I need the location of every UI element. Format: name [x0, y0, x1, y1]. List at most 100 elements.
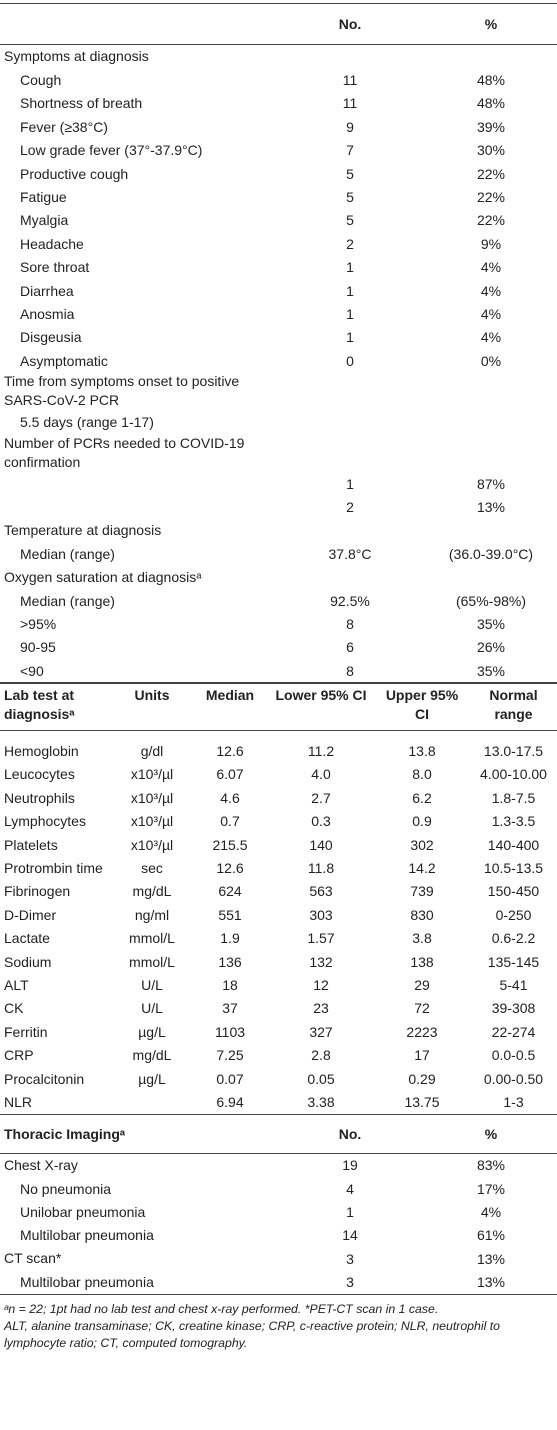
cell: 0.7	[220, 813, 240, 830]
row: Headache 2 9%	[0, 232, 557, 255]
cell: Hemoglobin	[4, 743, 79, 760]
group-label: Symptoms at diagnosis	[4, 48, 149, 65]
table-header: No.%	[0, 3, 557, 45]
cell: µg/L	[138, 1023, 166, 1040]
cell: mmol/L	[129, 953, 175, 970]
row: Fever (≥38°C) 9 39%	[0, 115, 557, 138]
cell: 19	[342, 1157, 358, 1174]
cell: 0.05	[307, 1070, 335, 1087]
cell: 1	[346, 305, 354, 322]
cell: 11	[342, 72, 358, 89]
cell: 4%	[480, 282, 502, 299]
cell: x10³/µl	[130, 813, 174, 830]
cell: D-Dimer	[4, 906, 57, 923]
cell: 4%	[480, 329, 502, 346]
cell: 72	[414, 1000, 430, 1017]
cell: 35%	[476, 662, 506, 679]
header-row: Thoracic Imagingᵃ No.%	[0, 1113, 557, 1154]
cell: 35%	[476, 615, 506, 632]
cell: mmol/L	[129, 930, 175, 947]
group-label: Chest X-ray	[4, 1156, 78, 1173]
row-label: Median (range)	[20, 592, 115, 609]
cell: 5	[346, 189, 354, 206]
group-label: Oxygen saturation at diagnosisᵃ	[4, 568, 202, 585]
cell: 11.2	[307, 743, 335, 760]
cell: 739	[410, 883, 434, 900]
cell	[425, 565, 557, 588]
cell: 83%	[476, 1157, 506, 1174]
cell: 0-250	[495, 906, 532, 923]
table-body: Symptoms at diagnosis Cough 11 48% Shortness…	[0, 45, 557, 683]
cell: 136	[218, 953, 242, 970]
row: Multilobar pneumonia 3 13%	[0, 1270, 557, 1295]
cell: 0.0-0.5	[491, 1047, 536, 1064]
row-label: 90-95	[20, 639, 56, 656]
table-document: No.% Symptoms at diagnosis Cough 11 48% Short…	[0, 3, 557, 1350]
cell: 0.29	[408, 1070, 436, 1087]
header-row: No.%	[0, 3, 557, 45]
row-label: 5.5 days (range 1-17)	[20, 414, 154, 431]
row: Procalcitonin µg/L 0.07 0.05 0.29 0.00-0.50	[0, 1067, 557, 1090]
cell: 327	[309, 1023, 333, 1040]
cell	[425, 372, 557, 410]
cell: 0.07	[216, 1070, 244, 1087]
cell: 22%	[476, 189, 506, 206]
group-label: Temperature at diagnosis	[4, 521, 162, 538]
row: Fatigue 5 22%	[0, 185, 557, 208]
cell	[425, 434, 557, 472]
cell: 3	[275, 1270, 425, 1295]
cell: CRP	[4, 1047, 34, 1064]
cell: 830	[410, 906, 434, 923]
cell: 1.3-3.5	[491, 813, 536, 830]
cell: 1.9	[220, 930, 240, 947]
cell: 4.0	[311, 766, 331, 783]
cell: Sodium	[4, 953, 52, 970]
cell: 302	[410, 836, 434, 853]
cell: 13.75	[404, 1093, 440, 1110]
cell: (36.0-39.0°C)	[448, 545, 534, 562]
header-cell: %	[425, 1113, 557, 1154]
row: 90-95 6 26%	[0, 636, 557, 659]
cell: 1	[346, 282, 354, 299]
cell: 1.57	[307, 930, 335, 947]
row: Median (range) 37.8°C (36.0-39.0°C)	[0, 542, 557, 565]
row: CRP mg/dL 7.25 2.8 17 0.0-0.5	[0, 1043, 557, 1066]
group-row: Chest X-ray 19 83%	[0, 1153, 557, 1177]
header-cell: Thoracic Imagingᵃ	[0, 1113, 275, 1154]
cell: 18	[222, 976, 238, 993]
row-label: Asymptomatic	[20, 352, 108, 369]
group-label: Number of PCRs needed to COVID-19 confir…	[4, 434, 245, 470]
cell: 0.6-2.2	[491, 930, 536, 947]
group-row: Time from symptoms onset to positive SAR…	[0, 372, 557, 410]
section1-table: No.% Symptoms at diagnosis Cough 11 48% Short…	[0, 3, 557, 684]
cell: 11.8	[307, 860, 335, 877]
row: >95% 8 35%	[0, 612, 557, 635]
footnote: ALT, alanine transaminase; CK, creatine …	[4, 1318, 500, 1350]
row-label: >95%	[20, 615, 57, 632]
group-row: CT scan* 3 13%	[0, 1247, 557, 1270]
cell: 4.00-10.00	[480, 766, 547, 783]
row: Sore throat 1 4%	[0, 256, 557, 279]
row: Lymphocytes x10³/µl 0.7 0.3 0.9 1.3-3.5	[0, 810, 557, 833]
cell: 26%	[476, 639, 506, 656]
row-label	[0, 472, 275, 495]
group-label: Time from symptoms onset to positive SAR…	[4, 373, 240, 409]
cell: 2.7	[311, 789, 331, 806]
cell: Protrombin time	[4, 860, 103, 877]
row: Median (range) 92.5% (65%-98%)	[0, 589, 557, 612]
cell: 132	[309, 953, 333, 970]
row-label: No pneumonia	[20, 1180, 112, 1197]
group-row: Symptoms at diagnosis	[0, 45, 557, 69]
cell: 12.6	[216, 860, 244, 877]
row-label: Fever (≥38°C)	[20, 118, 108, 135]
cell: x10³/µl	[130, 836, 174, 853]
header-cell: Lab test at diagnosisᵃ	[0, 683, 112, 732]
cell: 6.94	[216, 1093, 244, 1110]
cell: 23	[313, 1000, 329, 1017]
row-label: Shortness of breath	[20, 95, 143, 112]
cell: 22%	[476, 212, 506, 229]
cell: 2	[346, 498, 354, 515]
cell	[112, 1090, 192, 1113]
row: No pneumonia 4 17%	[0, 1177, 557, 1200]
cell: 7.25	[216, 1047, 244, 1064]
